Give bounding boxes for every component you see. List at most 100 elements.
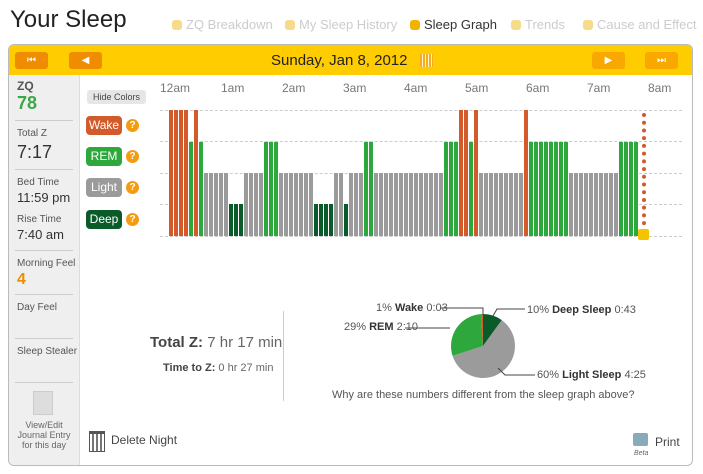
epoch-bar-D (319, 204, 323, 236)
journal-link[interactable]: View/Edit Journal Entry for this day (17, 420, 71, 450)
bullet-icon (583, 19, 593, 30)
previous-night-button[interactable]: ◀ (69, 52, 102, 69)
epoch-bar-D (239, 204, 243, 236)
leader-line (440, 307, 484, 315)
bed-time-value: 11:59 pm (17, 190, 71, 205)
pie-label-rem: 29% REM 2:10 (344, 321, 419, 333)
epoch-bar-L (304, 173, 308, 236)
pie-slice-light-sleep (452, 320, 515, 378)
epoch-bar-W (169, 110, 173, 236)
epoch-bar-R (564, 142, 568, 236)
total-z-value: 7:17 (17, 142, 53, 162)
next-night-button[interactable]: ▶ (592, 52, 625, 69)
epoch-bar-D (329, 204, 333, 236)
epoch-bar-L (359, 173, 363, 236)
epoch-bar-L (434, 173, 438, 236)
epoch-bar-L (584, 173, 588, 236)
first-night-button[interactable]: ⏮ (15, 52, 48, 69)
epoch-bar-W (464, 110, 468, 236)
zq-value: 78 (17, 93, 38, 113)
day-feel-label: Day Feel (17, 302, 58, 313)
hour-tick: 1am (221, 81, 245, 95)
epoch-bar-W (524, 110, 528, 236)
gridline (160, 110, 682, 111)
pie-label-deep: 10% Deep Sleep 0:43 (527, 304, 636, 316)
epoch-bar-L (379, 173, 383, 236)
epoch-bar-L (209, 173, 213, 236)
epoch-bar-L (489, 173, 493, 236)
epoch-bar-R (189, 142, 193, 236)
help-icon[interactable]: ? (126, 119, 139, 132)
epoch-bar-L (394, 173, 398, 236)
nav-label: Sleep Graph (424, 17, 497, 32)
help-icon[interactable]: ? (126, 150, 139, 163)
total-z-summary-label: Total Z: (150, 334, 204, 351)
why-numbers-link[interactable]: Why are these numbers different from the… (332, 389, 635, 401)
epoch-bar-R (629, 142, 633, 236)
epoch-bar-R (544, 142, 548, 236)
epoch-bar-L (504, 173, 508, 236)
time-to-z-value: 0 hr 27 min (218, 362, 274, 374)
epoch-bar-L (589, 173, 593, 236)
epoch-bar-R (619, 142, 623, 236)
nav-label: Cause and Effect (597, 17, 697, 32)
journal-icon[interactable] (33, 391, 53, 415)
divider (283, 311, 284, 401)
help-icon[interactable]: ? (126, 213, 139, 226)
hide-colors-button[interactable]: Hide Colors (87, 90, 147, 104)
printer-icon[interactable] (633, 433, 648, 446)
rise-marker-icon[interactable] (638, 229, 649, 240)
legend-deep: Deep (86, 210, 122, 229)
epoch-bar-L (499, 173, 503, 236)
epoch-bar-D (314, 204, 318, 236)
epoch-bar-L (614, 173, 618, 236)
calendar-icon[interactable] (420, 54, 433, 67)
morning-feel-value: 4 (17, 271, 26, 288)
epoch-bar-R (454, 142, 458, 236)
pie-slice-deep-sleep (483, 314, 502, 346)
time-to-z-label: Time to Z: (163, 362, 216, 374)
morning-feel-label: Morning Feel (17, 258, 76, 269)
epoch-bar-L (244, 173, 248, 236)
epoch-bar-D (234, 204, 238, 236)
epoch-bar-L (204, 173, 208, 236)
leader-line (492, 308, 525, 317)
gridline (160, 141, 682, 142)
rise-time-label: Rise Time (17, 214, 62, 225)
epoch-bar-R (449, 142, 453, 236)
nav-my-sleep-history[interactable]: My Sleep History (285, 17, 397, 32)
help-icon[interactable]: ? (126, 181, 139, 194)
epoch-bar-L (439, 173, 443, 236)
epoch-bar-L (519, 173, 523, 236)
bullet-icon (285, 19, 295, 30)
hour-tick: 7am (587, 81, 611, 95)
epoch-bar-R (554, 142, 558, 236)
current-date: Sunday, Jan 8, 2012 (271, 52, 408, 69)
nav-sleep-graph[interactable]: Sleep Graph (410, 17, 497, 32)
rise-time-value: 7:40 am (17, 227, 64, 242)
epoch-bar-L (574, 173, 578, 236)
epoch-bar-L (579, 173, 583, 236)
epoch-bar-R (444, 142, 448, 236)
epoch-bar-L (339, 173, 343, 236)
trash-icon[interactable] (89, 431, 105, 452)
nav-cause-and-effect[interactable]: Cause and Effect (583, 17, 697, 32)
nav-label: Trends (525, 17, 565, 32)
date-header: ⏮ ◀ Sunday, Jan 8, 2012 ▶ ⏭ (9, 45, 692, 75)
nav-trends[interactable]: Trends (511, 17, 565, 32)
leader-line (497, 367, 535, 376)
stats-sidebar: ZQ 78 Total Z 7:17 Bed Time 11:59 pm Ris… (9, 75, 80, 465)
epoch-bar-L (214, 173, 218, 236)
epoch-bar-D (324, 204, 328, 236)
bullet-icon (410, 19, 420, 30)
epoch-bar-L (294, 173, 298, 236)
print-button[interactable]: Print (655, 435, 680, 449)
epoch-bar-D (229, 204, 233, 236)
epoch-bar-L (594, 173, 598, 236)
delete-night-button[interactable]: Delete Night (111, 433, 178, 447)
last-night-button[interactable]: ⏭ (645, 52, 678, 69)
epoch-bar-W (459, 110, 463, 236)
epoch-bar-L (424, 173, 428, 236)
nav-zq-breakdown[interactable]: ZQ Breakdown (172, 17, 273, 32)
epoch-bar-L (349, 173, 353, 236)
